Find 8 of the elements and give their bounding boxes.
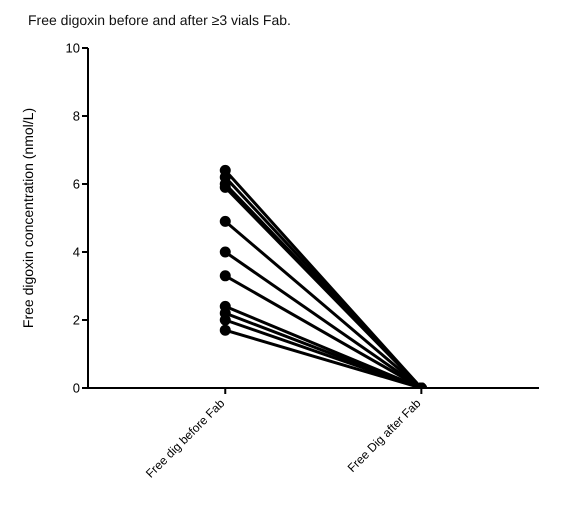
chart-title: Free digoxin before and after ≥3 vials Fab. <box>28 12 291 28</box>
y-tick-label: 6 <box>72 176 80 192</box>
y-tick-label: 10 <box>66 40 80 56</box>
y-tick-label: 8 <box>72 108 80 124</box>
y-tick-label: 4 <box>72 244 80 260</box>
y-tick-label: 0 <box>72 380 80 396</box>
y-tick-label: 2 <box>72 312 80 328</box>
y-axis-title: Free digoxin concentration (nmol/L) <box>20 108 36 328</box>
